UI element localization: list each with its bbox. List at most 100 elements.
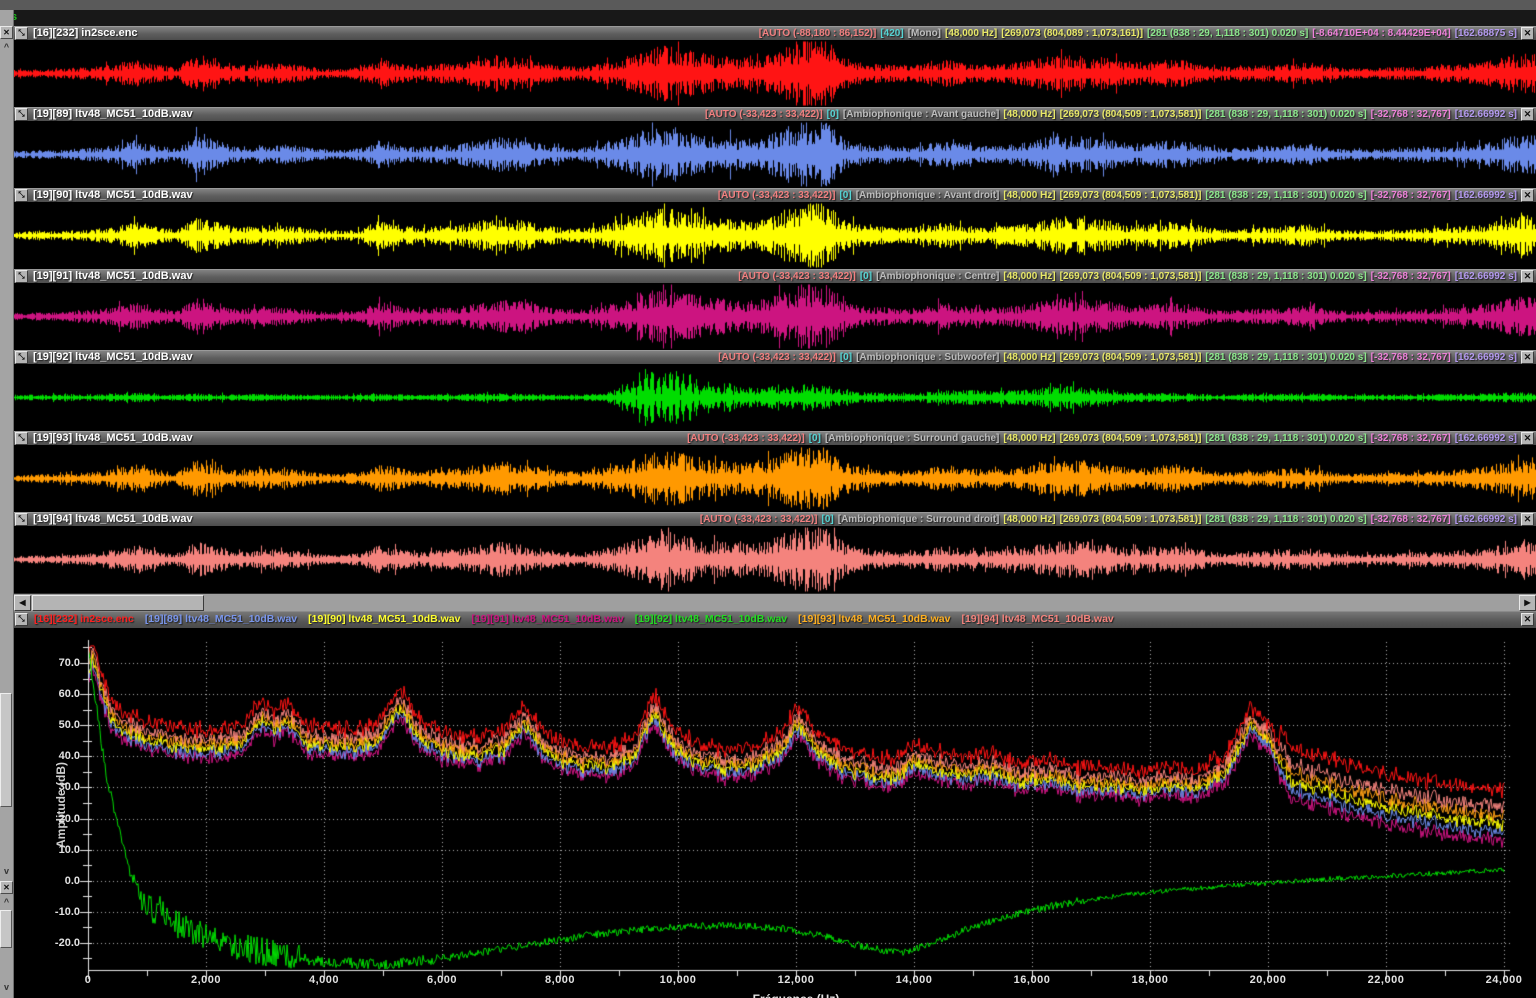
info-segment: [Ambiophonique : Surround gauche] — [824, 433, 1000, 444]
track: ⤡ [19][91] ltv48_MC51_10dB.wav [AUTO (-33,… — [14, 269, 1536, 350]
waveform-canvas[interactable] — [14, 283, 1536, 350]
track: ⤡ [19][92] ltv48_MC51_10dB.wav [AUTO (-33,… — [14, 350, 1536, 431]
resize-icon[interactable]: ⤡ — [15, 189, 28, 202]
scroll-right-icon[interactable]: ▶ — [1519, 595, 1536, 611]
track-header[interactable]: ⤡ [19][92] ltv48_MC51_10dB.wav [AUTO (-33,… — [14, 350, 1536, 364]
track-header[interactable]: ⤡ [16][232] in2sce.enc [AUTO (-88,180 : 86… — [14, 26, 1536, 40]
info-segment: [Ambiophonique : Surround droit] — [837, 514, 1000, 525]
legend-entry[interactable]: [19][93] ltv48_MC51_10dB.wav — [798, 613, 951, 625]
info-segment: [-32,768 : 32,767] — [1370, 514, 1451, 525]
scrollbar-thumb[interactable] — [32, 595, 204, 611]
waveform-canvas[interactable] — [14, 445, 1536, 512]
track: ⤡ [19][90] ltv48_MC51_10dB.wav [AUTO (-33,… — [14, 188, 1536, 269]
close-icon[interactable]: ✕ — [1521, 513, 1534, 526]
waveform-canvas[interactable] — [14, 364, 1536, 431]
info-segment: [48,000 Hz] — [1003, 190, 1056, 201]
waveform-canvas[interactable] — [14, 526, 1536, 593]
close-icon[interactable]: ✕ — [1521, 351, 1534, 364]
waveform-display[interactable] — [14, 364, 1536, 431]
waveform-display[interactable] — [14, 283, 1536, 350]
resize-icon[interactable]: ⤡ — [15, 108, 28, 121]
track-title: [19][90] ltv48_MC51_10dB.wav — [33, 189, 193, 201]
track-header[interactable]: ⤡ [19][89] ltv48_MC51_10dB.wav [AUTO (-33,… — [14, 107, 1536, 121]
scroll-up-icon[interactable]: ^ — [3, 897, 10, 907]
info-segment: [Mono] — [907, 28, 942, 39]
waveform-canvas[interactable] — [14, 121, 1536, 188]
info-segment: [281 (838 : 29, 1,118 : 301) 0.020 s] — [1205, 514, 1367, 525]
horizontal-scrollbar[interactable]: ◀ ▶ — [14, 593, 1536, 611]
info-segment: [-32,768 : 32,767] — [1370, 433, 1451, 444]
spectrum-canvas[interactable] — [0, 628, 1536, 998]
y-tick-label: 20.0 — [58, 812, 80, 825]
close-icon[interactable]: ✕ — [0, 881, 13, 894]
resize-icon[interactable]: ⤡ — [15, 351, 28, 364]
waveform-display[interactable] — [14, 526, 1536, 593]
info-segment: [Ambiophonique : Subwoofer] — [856, 352, 1000, 363]
track-info: [AUTO (-33,423 : 33,422)] [0] [Ambiophoniq… — [705, 108, 1517, 121]
info-segment: [48,000 Hz] — [1003, 109, 1056, 120]
close-icon[interactable]: ✕ — [1521, 432, 1534, 445]
waveform-display[interactable] — [14, 202, 1536, 269]
close-icon[interactable]: ✕ — [1521, 189, 1534, 202]
x-tick-label: 6,000 — [426, 974, 458, 986]
track-header[interactable]: ⤡ [19][90] ltv48_MC51_10dB.wav [AUTO (-33,… — [14, 188, 1536, 202]
legend-entry[interactable]: [16][232] in2sce.enc — [34, 613, 134, 625]
scroll-up-icon[interactable]: ^ — [3, 42, 10, 52]
track-info: [AUTO (-33,423 : 33,422)] [0] [Ambiophoniq… — [700, 513, 1517, 526]
info-segment: [-32,768 : 32,767] — [1370, 109, 1451, 120]
y-tick-label: 30.0 — [58, 781, 80, 794]
info-segment: [269,073 (804,509 : 1,073,581)] — [1059, 352, 1202, 363]
info-segment: [269,073 (804,509 : 1,073,581)] — [1059, 271, 1202, 282]
seconds-unit-label: s — [11, 11, 18, 23]
legend-entry[interactable]: [19][91] ltv48_MC51_10dB.wav — [471, 613, 624, 625]
track-info: [AUTO (-33,423 : 33,422)] [0] [Ambiophoniq… — [718, 189, 1517, 202]
track-header[interactable]: ⤡ [19][91] ltv48_MC51_10dB.wav [AUTO (-33,… — [14, 269, 1536, 283]
info-segment: [162.66992 s] — [1454, 271, 1517, 282]
legend-entry[interactable]: [19][89] ltv48_MC51_10dB.wav — [144, 613, 298, 625]
resize-icon[interactable]: ⤡ — [15, 432, 28, 445]
waveform-canvas[interactable] — [14, 202, 1536, 269]
waveform-display[interactable] — [14, 445, 1536, 512]
scroll-left-icon[interactable]: ◀ — [14, 595, 31, 611]
time-ruler: s — [0, 10, 1536, 26]
legend-entry[interactable]: [19][90] ltv48_MC51_10dB.wav — [308, 613, 461, 625]
info-segment: [-32,768 : 32,767] — [1370, 190, 1451, 201]
scrollbar-thumb[interactable] — [0, 910, 12, 948]
y-tick-label: 40.0 — [58, 750, 80, 763]
y-tick-label: 70.0 — [58, 657, 80, 669]
tracks-panel: ⤡ [16][232] in2sce.enc [AUTO (-88,180 : 86… — [14, 26, 1536, 593]
close-icon[interactable]: ✕ — [0, 26, 13, 39]
info-segment: [AUTO (-33,423 : 33,422)] — [705, 109, 823, 120]
track-header[interactable]: ⤡ [19][93] ltv48_MC51_10dB.wav [AUTO (-33,… — [14, 431, 1536, 445]
info-segment: [0] — [859, 271, 873, 282]
legend-entry[interactable]: [19][94] ltv48_MC51_10dB.wav — [961, 613, 1114, 625]
close-icon[interactable]: ✕ — [1521, 27, 1534, 40]
track-title: [19][91] ltv48_MC51_10dB.wav — [33, 270, 193, 282]
y-tick-label: 0.0 — [64, 874, 80, 887]
legend-entry[interactable]: [19][92] ltv48_MC51_10dB.wav — [634, 613, 788, 625]
resize-icon[interactable]: ⤡ — [15, 513, 28, 526]
scroll-down-icon[interactable]: v — [3, 866, 9, 876]
track: ⤡ [19][94] ltv48_MC51_10dB.wav [AUTO (-33,… — [14, 512, 1536, 593]
waveform-display[interactable] — [14, 40, 1536, 107]
info-segment: [-32,768 : 32,767] — [1370, 352, 1451, 363]
track-title: [19][89] ltv48_MC51_10dB.wav — [33, 108, 193, 120]
resize-icon[interactable]: ⤡ — [15, 270, 28, 283]
scrollbar-thumb[interactable] — [0, 693, 12, 807]
scroll-down-icon[interactable]: v — [3, 982, 9, 992]
track-header[interactable]: ⤡ [19][94] ltv48_MC51_10dB.wav [AUTO (-33,… — [14, 512, 1536, 526]
left-scroll-rail[interactable]: ✕ ^ v ✕ ^ v — [0, 10, 14, 998]
info-segment: [162.66992 s] — [1454, 352, 1517, 363]
resize-icon[interactable]: ⤡ — [15, 613, 28, 626]
close-icon[interactable]: ✕ — [1521, 270, 1534, 283]
info-segment: [281 (838 : 29, 1,118 : 301) 0.020 s] — [1205, 352, 1367, 363]
info-segment: [AUTO (-33,423 : 33,422)] — [699, 514, 818, 525]
waveform-canvas[interactable] — [14, 40, 1536, 107]
info-segment: [269,073 (804,509 : 1,073,581)] — [1059, 190, 1202, 201]
close-icon[interactable]: ✕ — [1521, 613, 1534, 626]
track: ⤡ [19][89] ltv48_MC51_10dB.wav [AUTO (-33,… — [14, 107, 1536, 188]
waveform-display[interactable] — [14, 121, 1536, 188]
close-icon[interactable]: ✕ — [1521, 108, 1534, 121]
resize-icon[interactable]: ⤡ — [15, 27, 28, 40]
x-tick-label: 16,000 — [1013, 974, 1051, 986]
